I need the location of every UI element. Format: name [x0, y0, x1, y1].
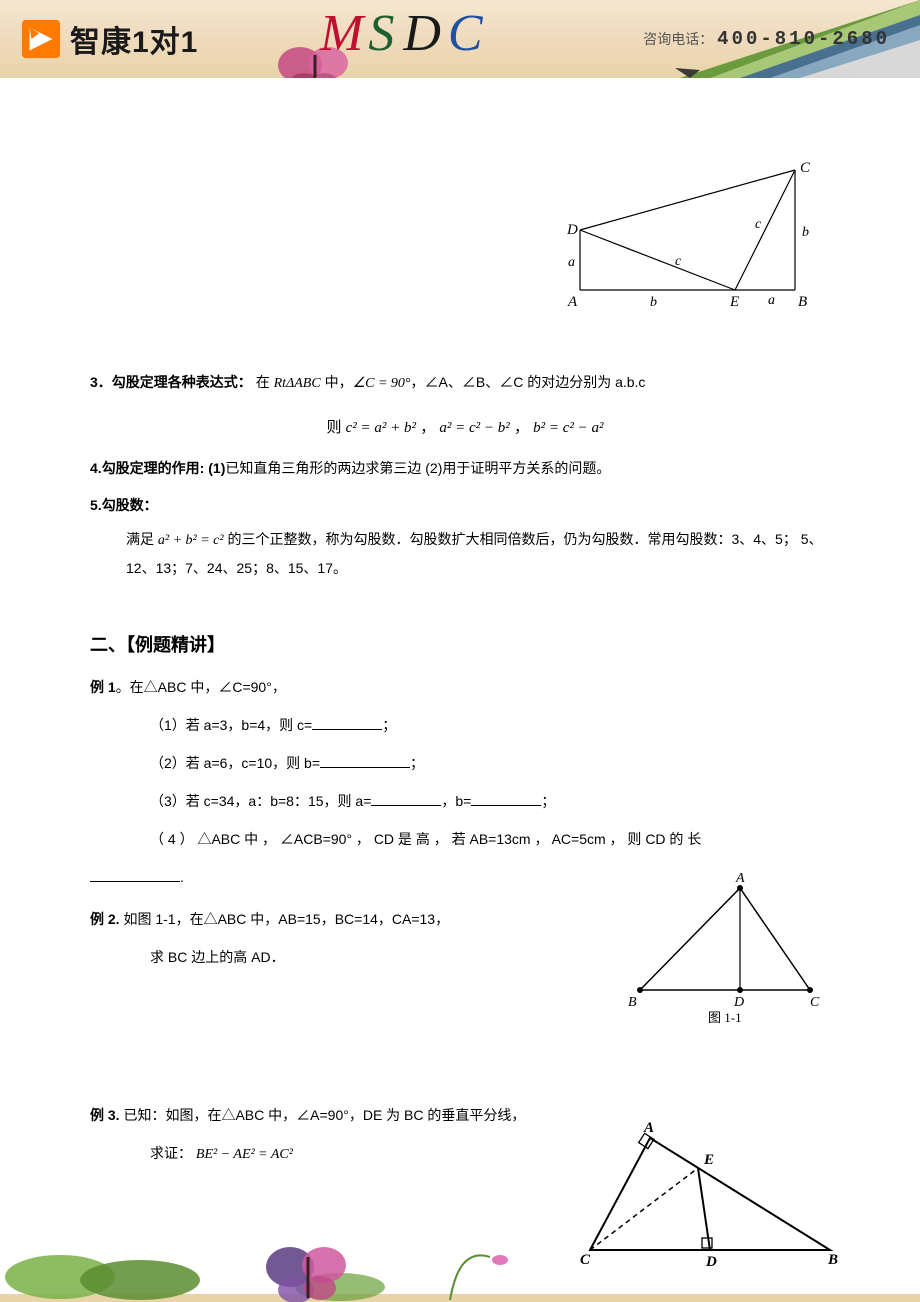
section-3-formula: 则 c² = a² + b² ， a² = c² − b² ， b² = c² … [90, 416, 840, 437]
footer-decoration [0, 1222, 920, 1302]
svg-text:b: b [802, 225, 809, 240]
phone-label: 咨询电话： [643, 31, 713, 47]
section-3: 3．勾股定理各种表达式： 在 RtΔABC 中，∠C = 90°，∠A、∠B、∠… [90, 368, 840, 398]
svg-text:a: a [768, 293, 775, 308]
svg-text:a: a [568, 255, 575, 270]
brand-logo-icon [20, 18, 62, 60]
diagram-1-1: A B C D 图 1-1 [610, 870, 830, 1030]
brand: 智康1对1 [20, 17, 198, 61]
svg-text:E: E [703, 1152, 714, 1168]
svg-text:c: c [755, 217, 762, 232]
svg-text:B: B [798, 294, 807, 310]
svg-text:A: A [567, 294, 578, 310]
section-5: 5.勾股数： 满足 a² + b² = c² 的三个正整数，称为勾股数．勾股数扩… [90, 492, 840, 582]
svg-text:c: c [675, 254, 682, 269]
brand-text: 智康1对1 [70, 17, 198, 61]
svg-text:图 1-1: 图 1-1 [708, 1010, 742, 1025]
svg-text:C: C [800, 160, 811, 176]
page-header: 智康1对1 M S D C 咨询电话： 400-810-2680 [0, 0, 920, 78]
example-1: 例 1。在△ABC 中，∠C=90°， （1）若 a=3，b=4，则 c=； （… [90, 673, 840, 891]
svg-text:C: C [810, 995, 820, 1010]
msdc-lettermark: M S D C [320, 8, 483, 60]
svg-text:A: A [643, 1120, 654, 1136]
svg-text:E: E [729, 294, 739, 310]
svg-text:D: D [566, 222, 578, 238]
svg-text:D: D [733, 995, 744, 1010]
svg-text:B: B [628, 995, 637, 1010]
svg-text:b: b [650, 295, 657, 310]
svg-text:A: A [735, 871, 745, 886]
phone-block: 咨询电话： 400-810-2680 [643, 28, 890, 50]
section-4: 4.勾股定理的作用: (1)已知直角三角形的两边求第三边 (2)用于证明平方关系… [90, 455, 840, 482]
phone-number: 400-810-2680 [717, 28, 890, 50]
diagram-triangle-dcbe: D C A B E a a b b c c [560, 160, 820, 320]
examples-title: 二、【例题精讲】 [90, 631, 840, 657]
